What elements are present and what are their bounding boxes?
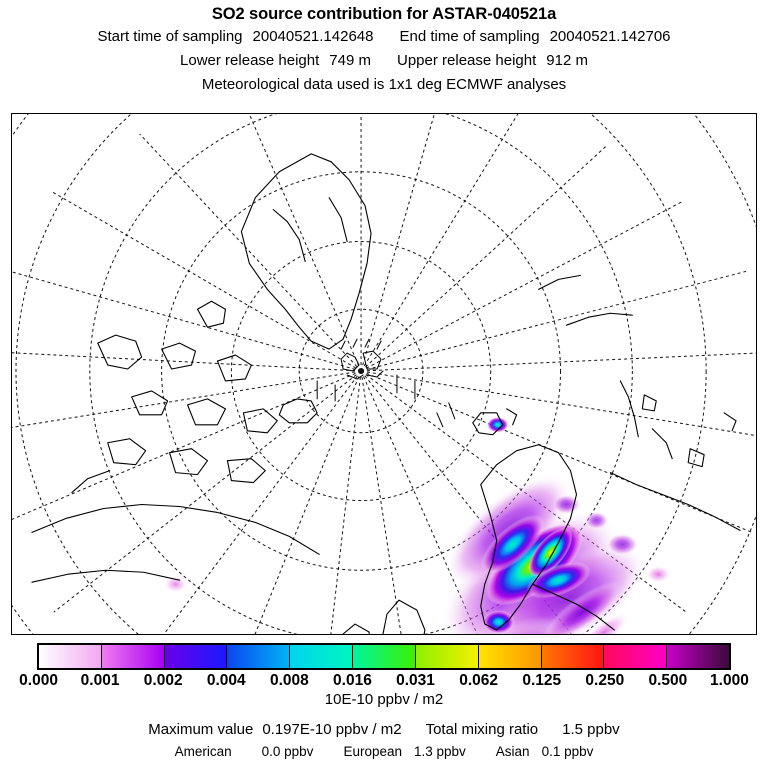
footer-summary-line: Maximum value 0.197E-10 ppbv / m2 Total mi… bbox=[0, 718, 768, 741]
colorbar-tick-4: 0.008 bbox=[269, 672, 309, 689]
colorbar-tick-9: 0.250 bbox=[585, 672, 625, 689]
footer-region-line: American 0.0 ppbv European 1.3 ppbv Asian 0.1… bbox=[0, 741, 768, 762]
colorbar-unit-label: 10E-10 ppbv / m2 bbox=[324, 691, 444, 708]
maximum-value: 0.197E-10 ppbv / m2 bbox=[262, 721, 402, 738]
asian-value: 0.1 ppbv bbox=[541, 744, 594, 759]
european-label: European bbox=[343, 744, 402, 759]
coastlines bbox=[31, 153, 741, 634]
meteorological-data-line: Meteorological data used is 1x1 deg ECMW… bbox=[201, 76, 567, 93]
graticule-meridians bbox=[12, 114, 756, 634]
start-time-label: Start time of sampling bbox=[97, 28, 243, 45]
colorbar-tick-8: 0.125 bbox=[522, 672, 562, 689]
colorbar-segment-8 bbox=[541, 645, 605, 668]
colorbar-tick-11: 1.000 bbox=[710, 672, 749, 689]
colorbar-segment-2 bbox=[164, 645, 228, 668]
lower-release-label: Lower release height bbox=[180, 52, 320, 69]
figure-footer: Maximum value 0.197E-10 ppbv / m2 Total mi… bbox=[0, 718, 768, 762]
end-time-label: End time of sampling bbox=[399, 28, 540, 45]
colorbar-segment-7 bbox=[478, 645, 542, 668]
colorbar-tick-10: 0.500 bbox=[648, 672, 688, 689]
polar-stereographic-map bbox=[12, 114, 756, 634]
european-value: 1.3 ppbv bbox=[414, 744, 466, 759]
colorbar-gradient-strip[interactable] bbox=[37, 643, 731, 670]
release-height-line: Lower release height 749 m Upper release h… bbox=[0, 49, 768, 73]
figure-header: SO2 source contribution for ASTAR-040521… bbox=[0, 0, 768, 97]
upper-release-value: 912 m bbox=[546, 52, 588, 69]
colorbar-tick-5: 0.016 bbox=[333, 672, 372, 689]
graticule-parallels bbox=[12, 114, 756, 634]
colorbar-legend: 0.000 0.001 0.002 0.004 0.008 0.016 0.031 0.062… bbox=[0, 640, 768, 710]
colorbar-tick-1: 0.001 bbox=[80, 672, 120, 689]
sampling-time-line: Start time of sampling 20040521.142648 End… bbox=[0, 25, 768, 49]
colorbar-tick-labels: 0.000 0.001 0.002 0.004 0.008 0.016 0.031 0.062… bbox=[0, 671, 768, 691]
colorbar-tick-0: 0.000 bbox=[19, 672, 58, 689]
start-time-value: 20040521.142648 bbox=[252, 28, 374, 45]
colorbar-tick-7: 0.062 bbox=[459, 672, 499, 689]
page-title: SO2 source contribution for ASTAR-040521… bbox=[211, 5, 557, 23]
colorbar-segment-5 bbox=[353, 645, 416, 668]
colorbar-tick-6: 0.031 bbox=[396, 672, 435, 689]
colorbar-segment-6 bbox=[415, 645, 479, 668]
colorbar-tick-2: 0.002 bbox=[143, 672, 183, 689]
lower-release-value: 749 m bbox=[329, 52, 371, 69]
colorbar-segment-9 bbox=[604, 645, 668, 668]
american-value: 0.0 ppbv bbox=[261, 744, 314, 759]
map-plot-area[interactable] bbox=[11, 113, 757, 635]
american-label: American bbox=[174, 744, 232, 759]
colorbar-segment-10 bbox=[667, 645, 729, 668]
colorbar-tick-3: 0.004 bbox=[206, 672, 246, 689]
upper-release-label: Upper release height bbox=[397, 52, 537, 69]
colorbar-segment-0 bbox=[39, 645, 102, 668]
total-mixing-ratio-value: 1.5 ppbv bbox=[562, 721, 620, 738]
so2-plume-field bbox=[163, 416, 672, 634]
colorbar-segment-1 bbox=[101, 645, 165, 668]
colorbar-segment-3 bbox=[227, 645, 291, 668]
total-mixing-ratio-label: Total mixing ratio bbox=[425, 721, 539, 738]
colorbar-segment-4 bbox=[290, 645, 354, 668]
maximum-value-label: Maximum value bbox=[148, 721, 254, 738]
end-time-value: 20040521.142706 bbox=[549, 28, 671, 45]
asian-label: Asian bbox=[495, 744, 530, 759]
